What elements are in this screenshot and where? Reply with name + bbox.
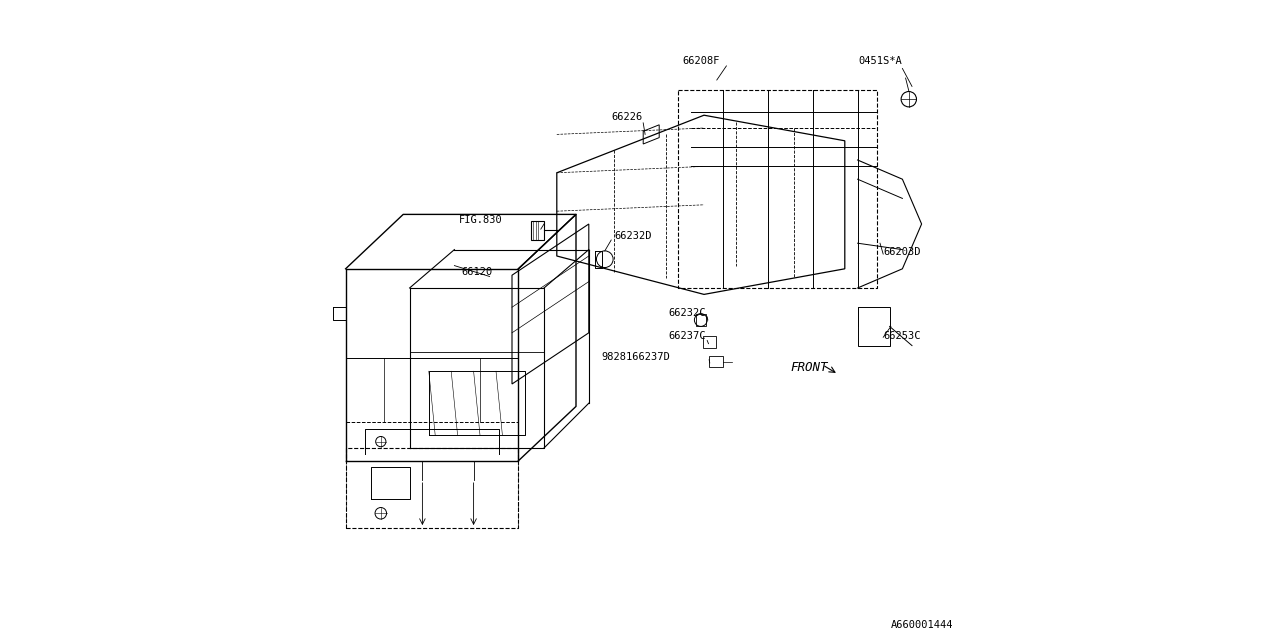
Text: FIG.830: FIG.830 (458, 215, 502, 225)
Text: 66253C: 66253C (883, 332, 920, 341)
Text: A660001444: A660001444 (891, 620, 954, 630)
Text: 66208F: 66208F (682, 56, 719, 66)
Text: 66120: 66120 (461, 268, 493, 277)
Text: 66237C: 66237C (668, 332, 707, 341)
Text: 66232D: 66232D (614, 232, 652, 241)
Text: 66226: 66226 (611, 113, 643, 122)
Text: 66232C: 66232C (668, 308, 707, 317)
Text: 66203D: 66203D (883, 247, 920, 257)
Text: 9828166237D: 9828166237D (602, 352, 671, 362)
Text: FRONT: FRONT (791, 361, 828, 374)
Text: 0451S*A: 0451S*A (858, 56, 902, 66)
